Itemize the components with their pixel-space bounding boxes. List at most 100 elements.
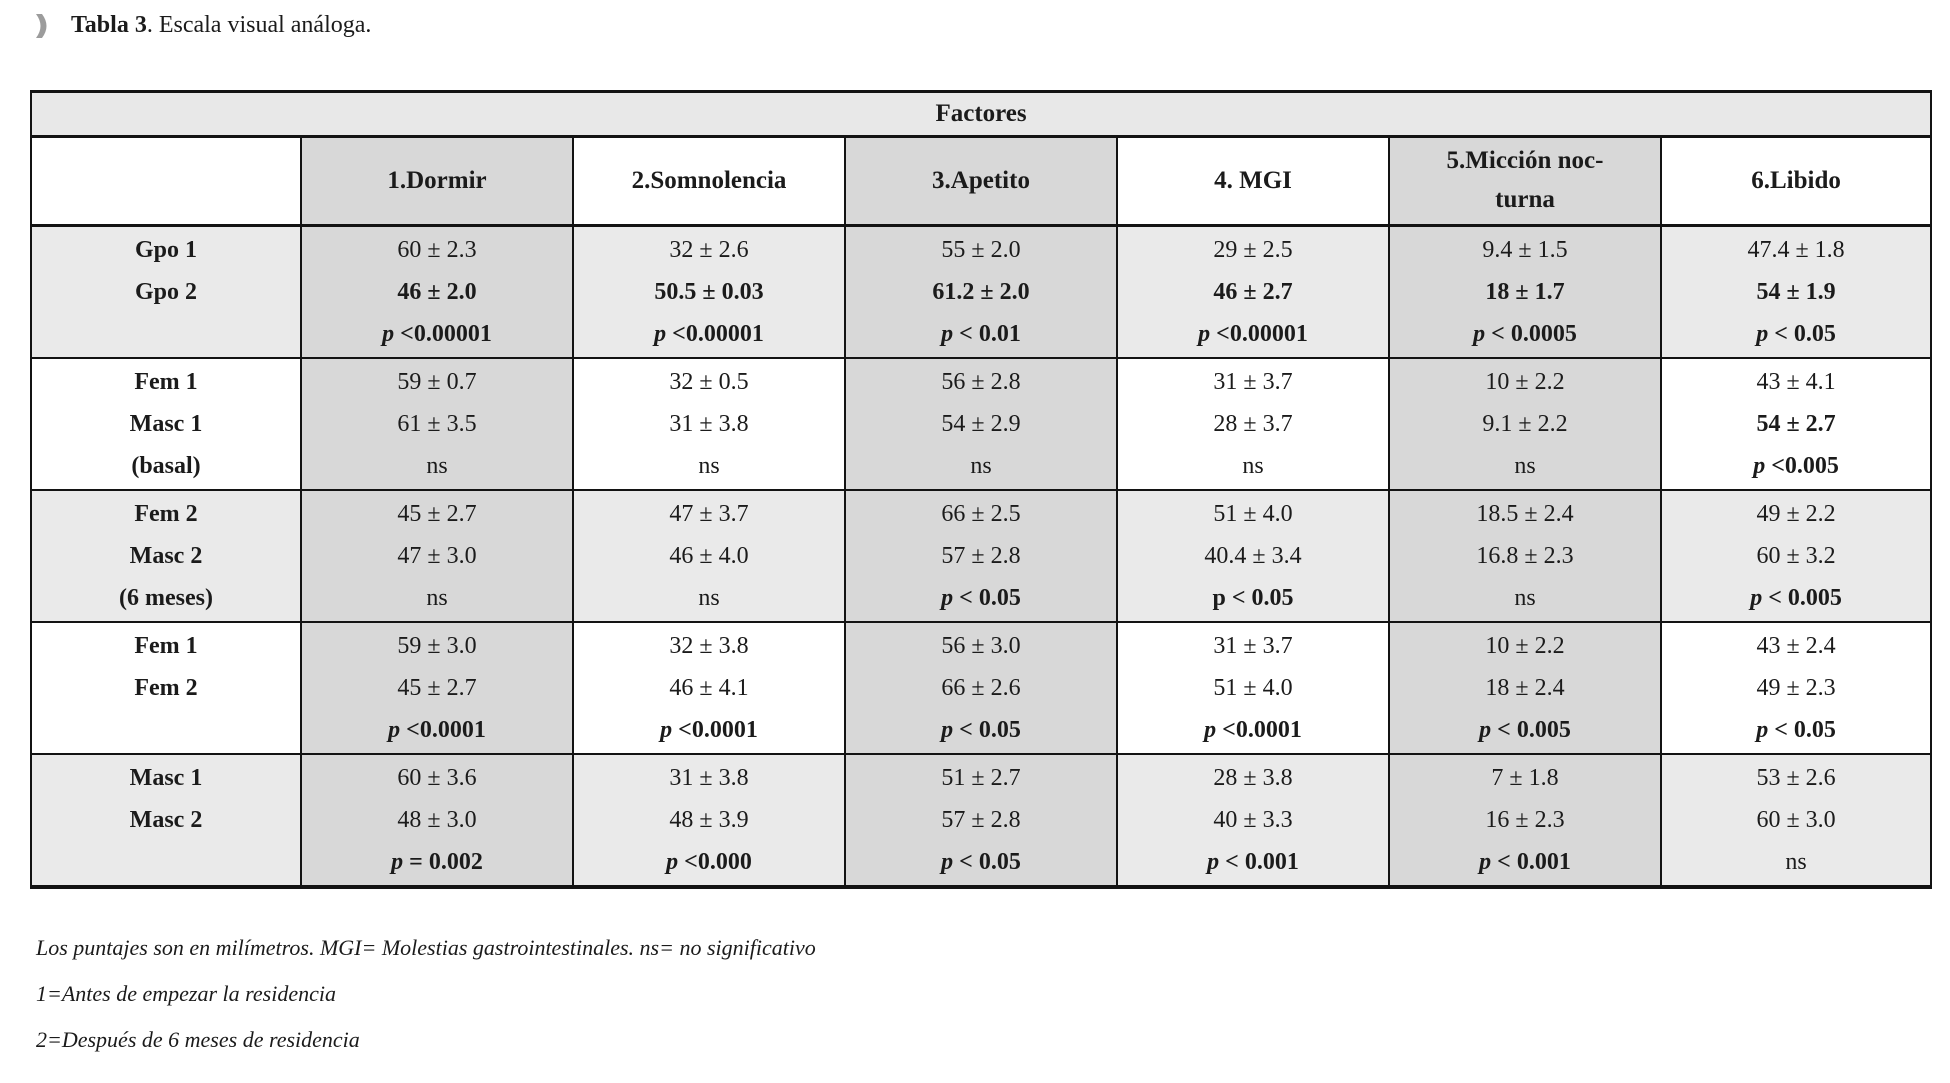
value-cell: 18.5 ± 2.4 16.8 ± 2.3 ns (1388, 489, 1662, 623)
cell-line: 10 ± 2.2 (1485, 369, 1565, 395)
cell-line: 16 ± 2.3 (1485, 807, 1565, 833)
table-row: Fem 1 Masc 1 (basal) 59 ± 0.7 61 ± 3.5 ns 32 ±… (30, 357, 1933, 491)
cell-line: Fem 2 (134, 675, 198, 701)
cell-line: 54 ± 2.9 (941, 411, 1021, 437)
cell-line: p < 0.05 (1756, 717, 1836, 743)
visual-analog-scale-table: Factores 1.Dormir 2.Somnolencia 3.Apetito 4… (29, 90, 1933, 889)
cell-line: Gpo 2 (134, 279, 197, 305)
cell-line: 10 ± 2.2 (1485, 633, 1565, 659)
value-cell: 29 ± 2.5 46 ± 2.7 p <0.00001 (1116, 224, 1390, 359)
value-cell: 47 ± 3.7 46 ± 4.0 ns (572, 489, 846, 623)
table-caption: Tabla 3. Escala visual análoga. (36, 12, 371, 39)
cell-line: 9.1 ± 2.2 (1482, 411, 1568, 437)
cell-line: 66 ± 2.6 (941, 675, 1021, 701)
value-cell: 31 ± 3.7 28 ± 3.7 ns (1116, 357, 1390, 491)
cell-line: 43 ± 4.1 (1756, 369, 1836, 395)
row-label-header (30, 135, 302, 227)
cell-line (32, 313, 300, 355)
cell-line: ns (1514, 585, 1536, 611)
cell-line (32, 841, 300, 883)
table-row: Fem 2 Masc 2 (6 meses) 45 ± 2.7 47 ± 3.0 ns 47… (30, 489, 1933, 623)
cell-line: 40 ± 3.3 (1213, 807, 1293, 833)
cell-line: 61.2 ± 2.0 (932, 279, 1030, 305)
cell-line: 40.4 ± 3.4 (1204, 543, 1302, 569)
cell-line: 55 ± 2.0 (941, 237, 1021, 263)
value-cell: 60 ± 3.6 48 ± 3.0 p = 0.002 (300, 753, 574, 889)
cell-line: 60 ± 3.2 (1756, 543, 1836, 569)
cell-line: p <0.00001 (654, 321, 764, 347)
cell-line: 57 ± 2.8 (941, 543, 1021, 569)
value-cell: 47.4 ± 1.8 54 ± 1.9 p < 0.05 (1659, 224, 1933, 359)
cell-line: 59 ± 3.0 (397, 633, 477, 659)
value-cell: 31 ± 3.7 51 ± 4.0 p <0.0001 (1116, 621, 1390, 755)
footnote-1-definition: 1=Antes de empezar la residencia (36, 981, 336, 1006)
cell-line: ns (970, 453, 992, 479)
cell-line: (basal) (131, 453, 201, 479)
header-row: 1.Dormir 2.Somnolencia 3.Apetito 4. MGI 5.Mi… (30, 135, 1933, 227)
value-cell: 32 ± 3.8 46 ± 4.1 p <0.0001 (572, 621, 846, 755)
cell-line: 47 ± 3.7 (669, 501, 749, 527)
cell-line: 60 ± 2.3 (397, 237, 477, 263)
cell-line: 66 ± 2.5 (941, 501, 1021, 527)
cell-line: Masc 2 (129, 543, 203, 569)
value-cell: 31 ± 3.8 48 ± 3.9 p <0.000 (572, 753, 846, 889)
cell-line: ns (1785, 849, 1807, 875)
cell-line: p < 0.05 (941, 849, 1021, 875)
footnote-units: Los puntajes son en milímetros. MGI= Mol… (36, 935, 816, 960)
column-header: 2.Somnolencia (572, 135, 846, 227)
value-cell: 59 ± 3.0 45 ± 2.7 p <0.0001 (300, 621, 574, 755)
cell-line: p < 0.001 (1207, 849, 1299, 875)
cell-line: p <0.00001 (1198, 321, 1308, 347)
value-cell: 49 ± 2.2 60 ± 3.2 p < 0.005 (1659, 489, 1933, 623)
table-row: Fem 1 Fem 2 59 ± 3.0 45 ± 2.7 p <0.0001 32 ± … (30, 621, 1933, 755)
cell-line: Masc 2 (129, 807, 203, 833)
cell-line: Masc 1 (129, 765, 203, 791)
column-header: 5.Micción noc- turna (1388, 135, 1662, 227)
cell-line: 49 ± 2.2 (1756, 501, 1836, 527)
value-cell: 7 ± 1.8 16 ± 2.3 p < 0.001 (1388, 753, 1662, 889)
cell-line: p <0.005 (1753, 453, 1839, 479)
value-cell: 51 ± 2.7 57 ± 2.8 p < 0.05 (844, 753, 1118, 889)
value-cell: 28 ± 3.8 40 ± 3.3 p < 0.001 (1116, 753, 1390, 889)
cell-line: 61 ± 3.5 (397, 411, 477, 437)
value-cell: 43 ± 4.1 54 ± 2.7 p <0.005 (1659, 357, 1933, 491)
cell-line: 28 ± 3.8 (1213, 765, 1293, 791)
cell-line: 16.8 ± 2.3 (1476, 543, 1574, 569)
cell-line: 60 ± 3.0 (1756, 807, 1836, 833)
value-cell: 53 ± 2.6 60 ± 3.0 ns (1659, 753, 1933, 889)
cell-line: 31 ± 3.7 (1213, 633, 1293, 659)
column-header: 6.Libido (1659, 135, 1933, 227)
cell-line: ns (698, 585, 720, 611)
cell-line: p <0.00001 (382, 321, 492, 347)
cell-line: Fem 1 (134, 369, 198, 395)
cell-line: 32 ± 3.8 (669, 633, 749, 659)
cell-line: 51 ± 4.0 (1213, 501, 1293, 527)
cell-line: 47.4 ± 1.8 (1747, 237, 1845, 263)
cell-line: 32 ± 2.6 (669, 237, 749, 263)
row-label-cell: Gpo 1 Gpo 2 (30, 224, 302, 359)
cell-line: 46 ± 2.0 (397, 279, 477, 305)
cell-line: p < 0.01 (941, 321, 1021, 347)
cell-line: 51 ± 2.7 (941, 765, 1021, 791)
cell-line: p = 0.002 (391, 849, 483, 875)
value-cell: 10 ± 2.2 9.1 ± 2.2 ns (1388, 357, 1662, 491)
cell-line: 48 ± 3.9 (669, 807, 749, 833)
row-label-cell: Fem 1 Masc 1 (basal) (30, 357, 302, 491)
value-cell: 32 ± 0.5 31 ± 3.8 ns (572, 357, 846, 491)
caption-text: Tabla 3. Escala visual análoga. (71, 12, 371, 39)
cell-line: p < 0.05 (1212, 585, 1294, 611)
chevron-right-bullet-icon (36, 13, 47, 38)
value-cell: 51 ± 4.0 40.4 ± 3.4 p < 0.05 (1116, 489, 1390, 623)
cell-line: Fem 2 (134, 501, 198, 527)
cell-line: 47 ± 3.0 (397, 543, 477, 569)
cell-line: p < 0.001 (1479, 849, 1571, 875)
cell-line: 32 ± 0.5 (669, 369, 749, 395)
cell-line: 54 ± 1.9 (1756, 279, 1836, 305)
cell-line: 49 ± 2.3 (1756, 675, 1836, 701)
column-header: 1.Dormir (300, 135, 574, 227)
cell-line: 9.4 ± 1.5 (1482, 237, 1568, 263)
cell-line: p <0.000 (666, 849, 752, 875)
cell-line: p < 0.005 (1479, 717, 1571, 743)
column-header: 4. MGI (1116, 135, 1390, 227)
cell-line: p < 0.05 (941, 717, 1021, 743)
